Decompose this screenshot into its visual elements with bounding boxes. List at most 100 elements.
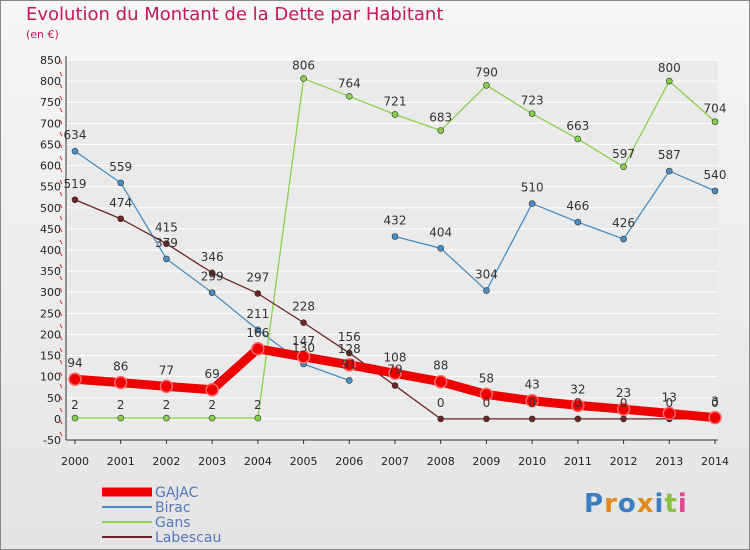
y-axis-tick [59, 263, 63, 269]
data-point-labescau [437, 415, 445, 423]
y-axis-tick [59, 335, 63, 341]
y-axis-tick [59, 203, 63, 209]
y-axis-tick [59, 419, 63, 425]
y-axis-tick [59, 323, 63, 329]
data-label-gans: 790 [475, 65, 498, 79]
data-label-gans: 663 [566, 119, 589, 133]
data-label-gajac: 69 [205, 367, 220, 381]
data-point-birac [71, 147, 79, 155]
y-tick-label: 650 [40, 138, 61, 151]
data-label-gans: 721 [384, 94, 407, 108]
data-point-labescau [528, 415, 536, 423]
legend-label-gajac: GAJAC [155, 485, 199, 501]
y-axis-tick [59, 119, 63, 125]
data-point-gans [574, 135, 582, 143]
data-label-gans: 2 [163, 398, 171, 412]
data-label-gajac: 32 [570, 382, 585, 396]
data-point-gans [391, 111, 399, 118]
data-point-labescau [208, 269, 216, 277]
data-label-birac: 404 [429, 225, 452, 239]
data-label-gans: 800 [658, 61, 681, 75]
y-tick-label: 550 [40, 181, 61, 194]
data-label-birac: 299 [201, 270, 224, 284]
data-label-gajac: 94 [67, 356, 82, 370]
data-point-gans [665, 77, 673, 85]
data-point-birac [620, 235, 627, 243]
data-label-gajac: 108 [384, 350, 407, 364]
y-axis-tick [59, 395, 63, 401]
y-axis-tick [59, 347, 63, 353]
x-tick-label: 2006 [335, 455, 363, 468]
data-label-birac: 130 [292, 341, 315, 355]
x-tick-label: 2005 [290, 455, 318, 468]
x-tick-label: 2002 [152, 455, 180, 468]
data-label-labescau: 0 [528, 396, 536, 410]
data-label-gans: 2 [71, 398, 79, 412]
data-point-gans [711, 118, 719, 125]
data-label-birac: 211 [246, 307, 269, 321]
data-label-birac: 426 [612, 216, 635, 230]
y-tick-label: 400 [40, 244, 61, 257]
data-label-gans: 806 [292, 59, 315, 73]
data-label-gajac: 128 [338, 342, 361, 356]
data-point-gans [300, 75, 307, 82]
y-axis-tick [59, 275, 63, 281]
x-tick-label: 2007 [381, 455, 409, 468]
y-tick-label: 250 [40, 307, 61, 320]
y-tick-label: 450 [40, 223, 61, 236]
data-point-birac [254, 326, 262, 334]
data-point-gajac [159, 379, 174, 394]
data-point-gans [437, 127, 445, 134]
data-label-gajac: 23 [616, 386, 631, 400]
y-axis-tick [59, 371, 63, 377]
data-point-gajac [616, 402, 631, 416]
data-point-birac [208, 289, 216, 296]
data-point-gans [483, 82, 490, 89]
data-point-birac [345, 377, 353, 384]
data-label-birac: 432 [384, 213, 407, 227]
data-point-labescau [300, 319, 307, 326]
data-label-birac: 379 [155, 236, 178, 250]
data-point-gans [345, 93, 353, 100]
data-point-gans [163, 414, 170, 422]
legend-label-gans: Gans [155, 515, 191, 531]
y-axis-tick [59, 167, 63, 173]
x-tick-label: 2013 [655, 455, 683, 468]
data-label-labescau: 346 [201, 250, 224, 264]
y-tick-label: 100 [40, 371, 61, 384]
data-label-labescau: 297 [246, 270, 269, 284]
data-label-gajac: 3 [711, 395, 719, 409]
y-axis-tick [59, 227, 63, 233]
data-point-gajac [113, 375, 128, 390]
y-axis-tick [59, 311, 63, 317]
data-label-gans: 723 [521, 94, 544, 108]
data-point-gajac [662, 406, 677, 421]
data-label-birac: 587 [658, 148, 681, 162]
data-label-labescau: 0 [620, 396, 628, 410]
data-point-gajac [571, 398, 585, 413]
y-axis-tick [59, 383, 63, 389]
data-point-birac [163, 255, 170, 263]
data-label-labescau: 415 [155, 221, 178, 235]
x-tick-label: 2001 [107, 455, 135, 468]
data-label-gajac: 58 [479, 371, 494, 385]
data-point-birac [574, 218, 582, 226]
y-axis-tick [59, 107, 63, 113]
data-label-gans: 597 [612, 147, 635, 161]
data-label-gans: 764 [338, 76, 361, 90]
y-axis-tick [59, 143, 63, 149]
data-label-labescau: 519 [64, 177, 87, 191]
data-point-gajac [296, 350, 311, 364]
data-label-labescau: 0 [437, 396, 445, 410]
data-label-birac: 304 [475, 268, 498, 282]
data-label-labescau: 0 [711, 396, 719, 410]
data-point-labescau [574, 415, 582, 423]
data-point-birac [483, 287, 490, 294]
x-tick-label: 2000 [61, 455, 89, 468]
y-axis-tick [59, 215, 63, 221]
data-point-gajac [68, 372, 82, 386]
data-label-gajac: 43 [525, 378, 540, 392]
data-point-gans [71, 414, 79, 422]
data-point-labescau [345, 349, 353, 357]
data-point-gajac [205, 383, 219, 397]
